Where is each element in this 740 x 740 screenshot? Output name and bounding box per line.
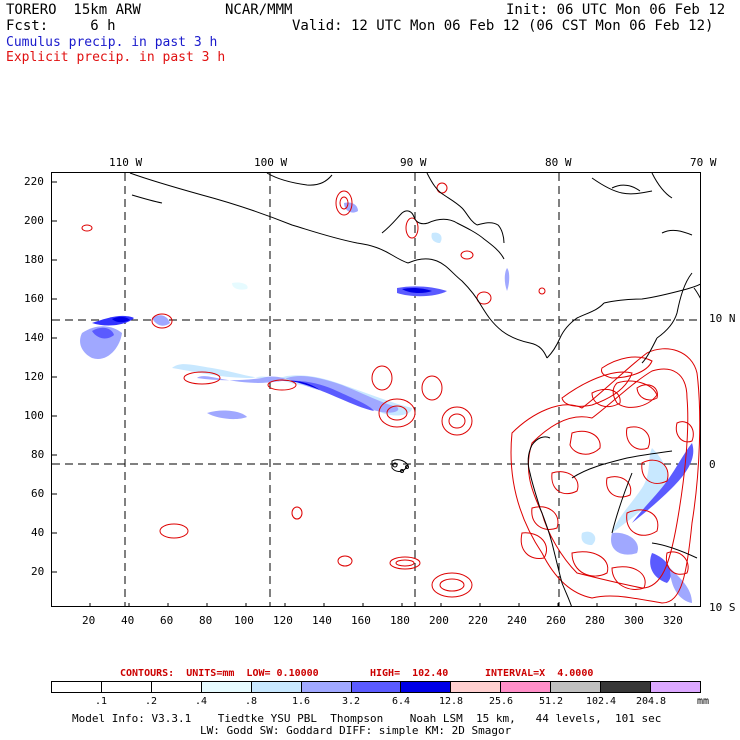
coastlines <box>129 173 700 606</box>
y-tick-label: 40 <box>31 526 45 539</box>
y-tick-label: 160 <box>24 292 44 305</box>
model-info-line1: Model Info: V3.3.1 Tiedtke YSU PBL Thomp… <box>72 712 662 725</box>
colorbar-swatch <box>601 682 652 692</box>
contour-units-label: CONTOURS: UNITS=mm LOW= 0.10000 <box>120 668 319 679</box>
x-tick-label: 80 <box>199 614 213 627</box>
colorbar-swatch <box>401 682 452 692</box>
lat-label-10s: 10 S <box>709 601 736 614</box>
axis-ticks <box>52 181 676 606</box>
colorbar-label: 12.8 <box>438 696 464 707</box>
colorbar-label: .1 <box>94 696 108 707</box>
lon-label-100w: 100 W <box>254 156 288 169</box>
x-tick-label: 240 <box>507 614 527 627</box>
field-explicit-label: Explicit precip. in past 3 h <box>6 50 226 65</box>
y-tick-label: 140 <box>24 331 44 344</box>
colorbar-label: 25.6 <box>488 696 514 707</box>
colorbar-swatch <box>52 682 102 692</box>
y-tick-label: 100 <box>24 409 44 422</box>
y-tick-label: 180 <box>24 253 44 266</box>
lat-label-0: 0 <box>709 458 716 471</box>
x-tick-label: 60 <box>160 614 174 627</box>
colorbar-label: .8 <box>244 696 258 707</box>
x-tick-label: 40 <box>121 614 135 627</box>
x-tick-label: 100 <box>234 614 254 627</box>
colorbar-label: 6.4 <box>391 696 411 707</box>
forecast-hour: Fcst: 6 h <box>6 18 116 34</box>
x-tick-label: 320 <box>663 614 683 627</box>
precip-map <box>51 172 701 607</box>
x-tick-label: 140 <box>312 614 332 627</box>
colorbar-label: .2 <box>144 696 158 707</box>
lon-label-70w: 70 W <box>690 156 717 169</box>
valid-time: Valid: 12 UTC Mon 06 Feb 12 (06 CST Mon … <box>292 18 714 34</box>
explicit-precip-contours <box>81 182 700 604</box>
contour-interval-label: INTERVAL=X 4.0000 <box>485 668 594 679</box>
x-tick-label: 160 <box>351 614 371 627</box>
y-tick-label: 20 <box>31 565 45 578</box>
x-tick-label: 180 <box>390 614 410 627</box>
model-title: TORERO 15km ARW <box>6 2 141 18</box>
x-tick-label: 20 <box>82 614 96 627</box>
model-info-line2: LW: Godd SW: Goddard DIFF: simple KM: 2D… <box>200 724 512 737</box>
y-tick-label: 200 <box>24 214 44 227</box>
y-tick-label: 80 <box>31 448 45 461</box>
colorbar-swatch <box>501 682 552 692</box>
x-tick-label: 220 <box>468 614 488 627</box>
colorbar-swatch <box>151 682 202 692</box>
init-time: Init: 06 UTC Mon 06 Feb 12 <box>506 2 726 18</box>
colorbar-swatch <box>201 682 252 692</box>
y-tick-label: 120 <box>24 370 44 383</box>
colorbar-swatch <box>451 682 502 692</box>
colorbar-unit: mm <box>697 696 710 707</box>
organization: NCAR/MMM <box>225 2 293 18</box>
y-tick-label: 60 <box>31 487 45 500</box>
contour-high-label: HIGH= 102.40 <box>370 668 449 679</box>
colorbar-label: 1.6 <box>291 696 311 707</box>
colorbar-swatch <box>651 682 700 692</box>
y-tick-label: 220 <box>24 175 44 188</box>
colorbar-swatch <box>351 682 402 692</box>
colorbar-swatch <box>251 682 302 692</box>
x-tick-label: 200 <box>429 614 449 627</box>
x-tick-label: 120 <box>273 614 293 627</box>
colorbar-swatch <box>551 682 602 692</box>
colorbar-label: 3.2 <box>341 696 361 707</box>
lat-label-10n: 10 N <box>709 312 736 325</box>
x-tick-label: 300 <box>624 614 644 627</box>
colorbar-swatch <box>101 682 152 692</box>
colorbar-label: .4 <box>194 696 208 707</box>
colorbar-label: 204.8 <box>635 696 667 707</box>
colorbar-label: 102.4 <box>585 696 617 707</box>
x-tick-label: 260 <box>546 614 566 627</box>
cumulus-precip-shading <box>80 202 694 603</box>
precip-colorbar <box>51 681 701 693</box>
lon-label-110w: 110 W <box>109 156 143 169</box>
colorbar-swatch <box>301 682 352 692</box>
colorbar-label: 51.2 <box>538 696 564 707</box>
map-canvas <box>52 173 700 606</box>
lon-label-90w: 90 W <box>400 156 427 169</box>
x-tick-label: 280 <box>585 614 605 627</box>
field-cumulus-label: Cumulus precip. in past 3 h <box>6 35 218 50</box>
lon-label-80w: 80 W <box>545 156 572 169</box>
